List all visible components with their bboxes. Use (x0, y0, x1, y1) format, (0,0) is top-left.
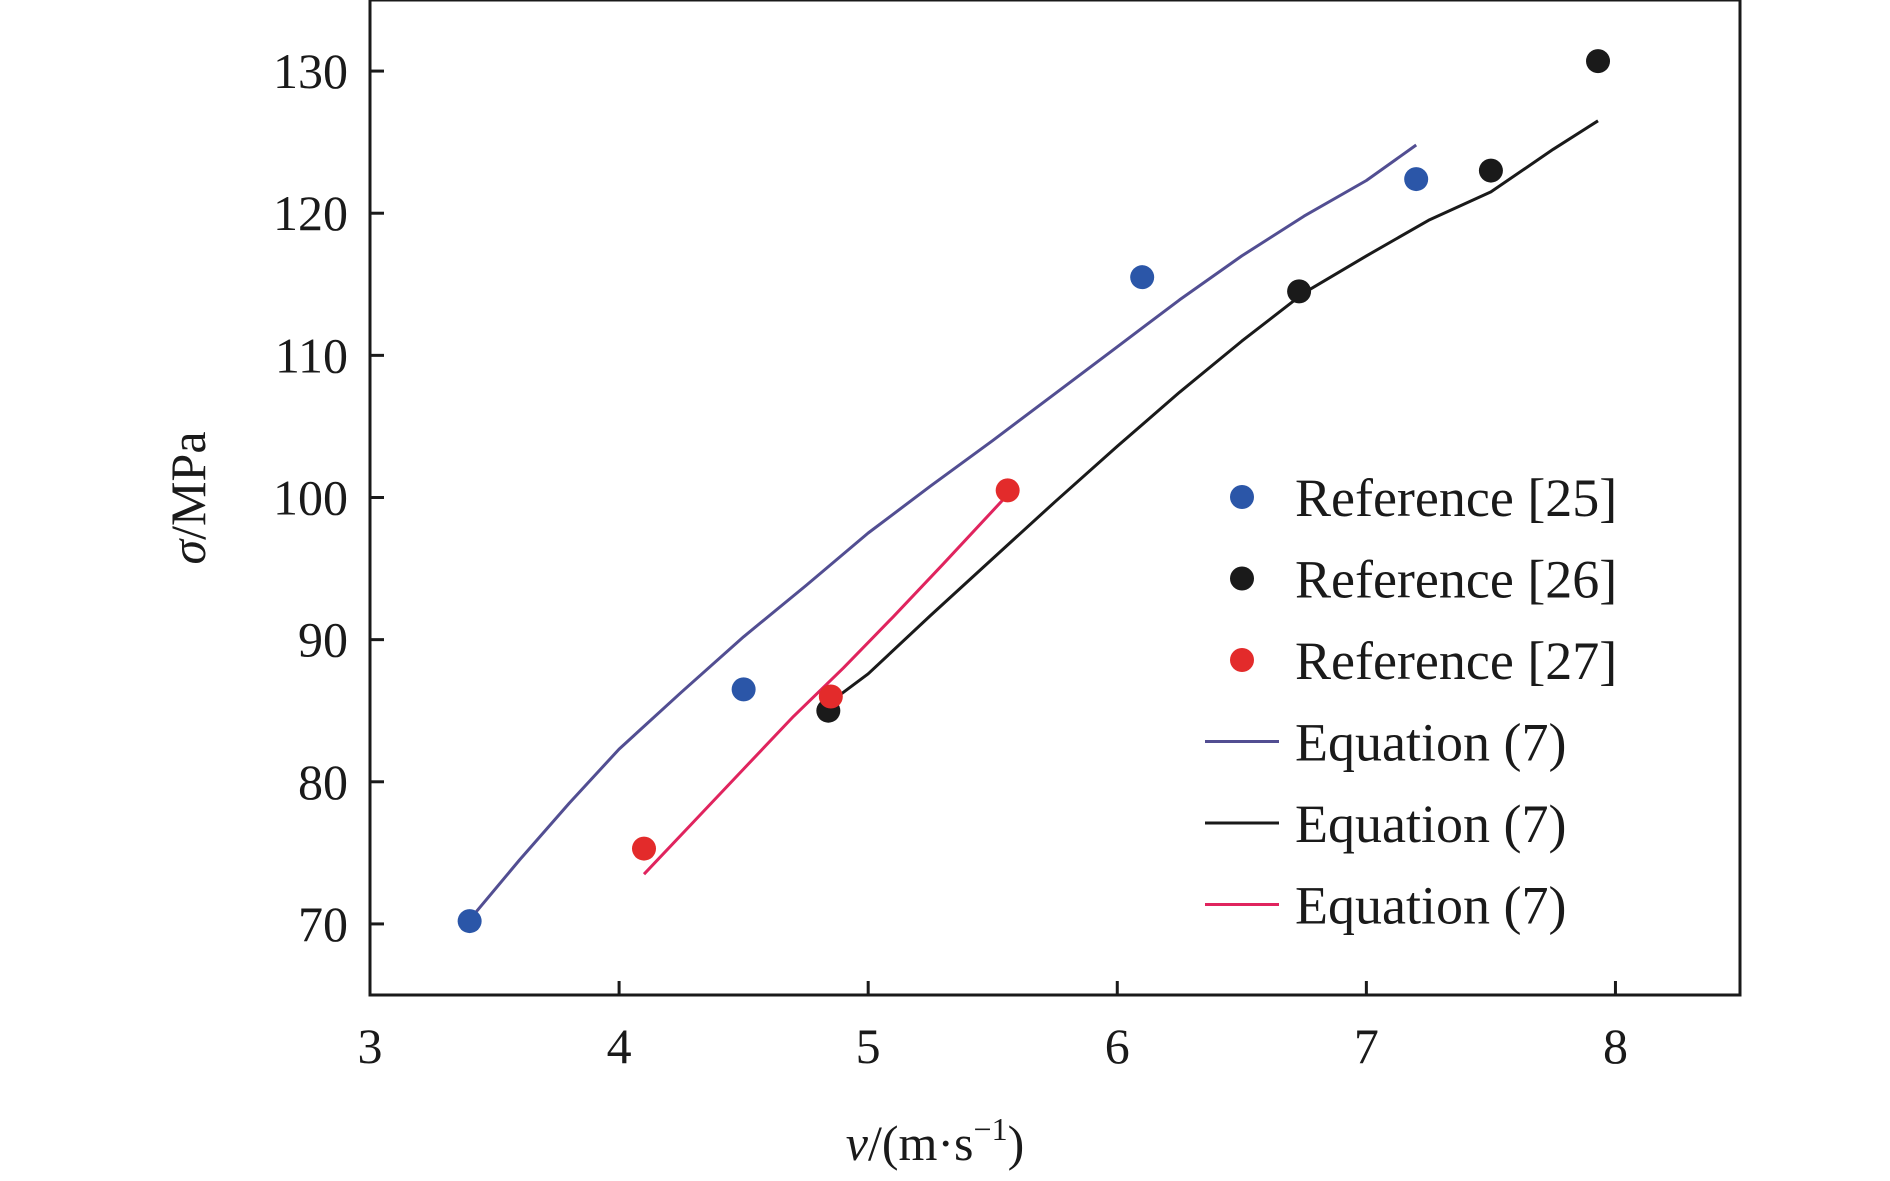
y-tick-label: 110 (275, 327, 348, 383)
legend-label: Reference [26] (1295, 550, 1617, 610)
legend-label: Equation (7) (1295, 794, 1566, 854)
data-point-series-2 (632, 836, 656, 861)
x-axis-label-close: ) (1008, 1115, 1025, 1171)
x-axis-label-superscript: −1 (974, 1111, 1008, 1147)
x-tick-label: 4 (607, 1018, 632, 1074)
x-axis-label-italic: v (846, 1115, 869, 1171)
data-point-series-2 (818, 684, 843, 709)
y-tick-label: 90 (298, 612, 348, 668)
data-point-series-0 (1130, 265, 1155, 290)
y-tick-label: 130 (273, 43, 348, 99)
legend-point-swatch (1230, 485, 1254, 509)
y-axis-label-unit: /MPa (160, 431, 216, 539)
x-tick-label: 8 (1603, 1018, 1628, 1074)
fit-line-3 (468, 143, 1418, 921)
fit-line-5 (642, 493, 1009, 876)
y-axis-label-italic: σ (160, 538, 216, 565)
legend-point-swatch (1230, 648, 1254, 672)
data-point-series-0 (1404, 167, 1429, 192)
axis-ticks: 3 4 5 6 7 8 70 80 90 100 110 120 130 (273, 43, 1628, 1074)
data-points (457, 49, 1611, 934)
fit-lines (468, 119, 1599, 921)
legend-label: Reference [27] (1295, 631, 1617, 691)
legend-label: Equation (7) (1295, 876, 1566, 936)
x-tick-label: 5 (856, 1018, 881, 1074)
data-point-series-2 (995, 478, 1020, 503)
fit-line-4 (827, 119, 1599, 705)
x-axis-label: v/(m·s−1) (846, 1111, 1024, 1171)
data-point-series-0 (457, 909, 482, 934)
legend-label: Equation (7) (1295, 713, 1566, 773)
x-axis-label-unit: /(m·s (868, 1115, 974, 1171)
legend-point-swatch (1230, 566, 1254, 591)
y-tick-label: 70 (298, 896, 348, 952)
x-tick-label: 7 (1354, 1018, 1379, 1074)
y-tick-label: 80 (298, 754, 348, 810)
legend: Reference [25] Reference [26] Reference [2… (1205, 468, 1617, 936)
legend-label: Reference [25] (1295, 468, 1617, 528)
y-axis-label: σ/MPa (160, 431, 216, 564)
data-point-series-1 (1586, 49, 1611, 74)
data-point-series-1 (1478, 158, 1503, 183)
y-tick-label: 120 (273, 185, 348, 241)
x-tick-label: 3 (358, 1018, 383, 1074)
data-point-series-1 (1287, 279, 1312, 304)
x-tick-label: 6 (1105, 1018, 1130, 1074)
data-point-series-0 (731, 677, 756, 702)
y-tick-label: 100 (273, 470, 348, 526)
